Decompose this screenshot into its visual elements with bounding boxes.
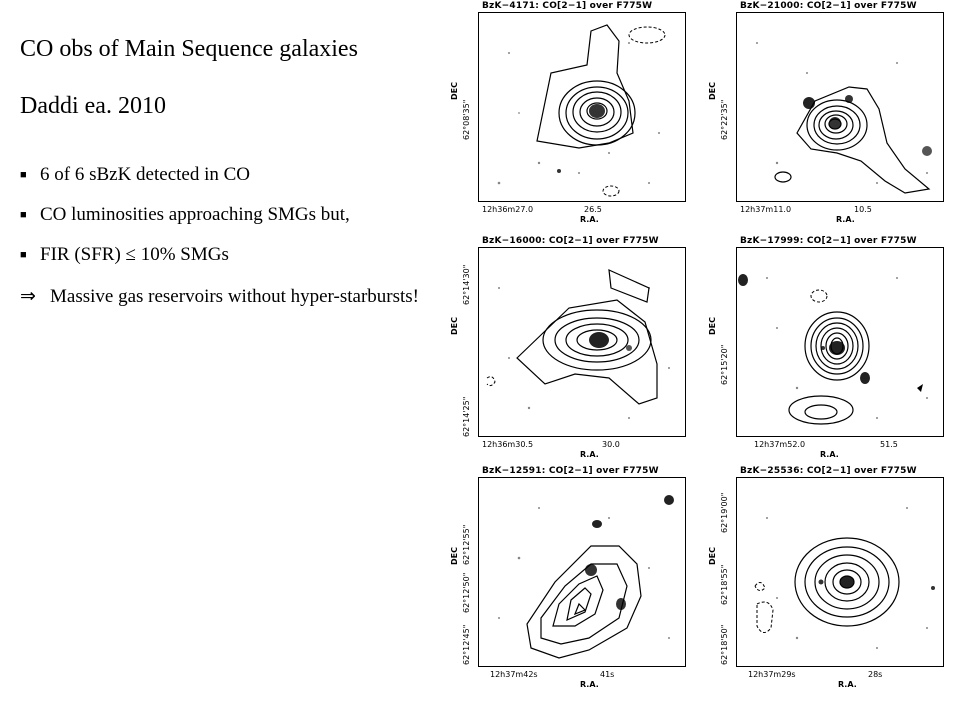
- ra-axis-label: R.A.: [580, 680, 599, 689]
- dec-tick-label: 62°12'45": [462, 624, 471, 665]
- bullet-marker-icon: ■: [20, 169, 27, 181]
- ra-tick-label: 12h37m11.0: [740, 205, 792, 214]
- co-map-panel-bzk-4171: BzK−4171: CO[2−1] over F775W DEC 62°08'3…: [450, 0, 690, 228]
- ra-axis-label: R.A.: [838, 680, 857, 689]
- dec-tick-label: 62°12'55": [462, 524, 471, 565]
- dec-tick-label: 62°14'25": [462, 396, 471, 437]
- bullet-item: ■ 6 of 6 sBzK detected in CO: [20, 164, 430, 186]
- ra-tick-label: 12h36m27.0: [482, 205, 534, 214]
- conclusion: ⇒ Massive gas reservoirs without hyper-st…: [20, 286, 430, 308]
- co-contour-map: [736, 477, 944, 667]
- co-contour-map: [478, 247, 686, 437]
- panel-title: BzK−4171: CO[2−1] over F775W: [482, 1, 653, 11]
- dec-tick-label: 62°15'20": [720, 344, 729, 385]
- ra-tick-label: 12h37m29s: [748, 670, 796, 679]
- bullet-text: 6 of 6 sBzK detected in CO: [40, 164, 251, 185]
- dec-tick-label: 62°18'50": [720, 624, 729, 665]
- dec-axis-label: DEC: [450, 547, 459, 565]
- co-map-panel-bzk-16000: BzK−16000: CO[2−1] over F775W DEC 62°14'…: [450, 235, 690, 463]
- bullet-list: ■ 6 of 6 sBzK detected in CO ■ CO luminosi…: [20, 164, 430, 308]
- slide-title: CO obs of Main Sequence galaxies: [20, 36, 358, 62]
- ra-tick-label: 12h37m42s: [490, 670, 538, 679]
- panel-title: BzK−12591: CO[2−1] over F775W: [482, 466, 659, 476]
- ra-tick-label: 30.0: [602, 440, 620, 449]
- bullet-text: CO luminosities approaching SMGs but,: [40, 204, 350, 225]
- ra-tick-label: 26.5: [584, 205, 602, 214]
- panel-title: BzK−16000: CO[2−1] over F775W: [482, 236, 659, 246]
- dec-axis-label: DEC: [708, 547, 717, 565]
- ra-tick-label: 12h37m52.0: [754, 440, 806, 449]
- co-contour-map: [478, 12, 686, 202]
- dec-tick-label: 62°14'30": [462, 264, 471, 305]
- dec-axis-label: DEC: [708, 317, 717, 335]
- bullet-item: ■ FIR (SFR) ≤ 10% SMGs: [20, 244, 430, 266]
- ra-tick-label: 51.5: [880, 440, 898, 449]
- implies-arrow-icon: ⇒: [20, 286, 36, 307]
- co-contour-map: [736, 247, 944, 437]
- bullet-marker-icon: ■: [20, 249, 27, 261]
- ra-tick-label: 41s: [600, 670, 615, 679]
- ra-axis-label: R.A.: [836, 215, 855, 224]
- co-map-panel-bzk-17999: BzK−17999: CO[2−1] over F775W DEC 62°15'…: [708, 235, 948, 463]
- dec-tick-label: 62°08'35": [462, 99, 471, 140]
- ra-axis-label: R.A.: [820, 450, 839, 459]
- panel-title: BzK−17999: CO[2−1] over F775W: [740, 236, 917, 246]
- slide-subtitle: Daddi ea. 2010: [20, 93, 166, 119]
- panel-title: BzK−25536: CO[2−1] over F775W: [740, 466, 917, 476]
- dec-tick-label: 62°12'50": [462, 572, 471, 613]
- co-contour-map: [478, 477, 686, 667]
- ra-tick-label: 12h36m30.5: [482, 440, 534, 449]
- bullet-item: ■ CO luminosities approaching SMGs but,: [20, 204, 430, 226]
- dec-axis-label: DEC: [450, 317, 459, 335]
- dec-tick-label: 62°22'35": [720, 99, 729, 140]
- dec-axis-label: DEC: [450, 82, 459, 100]
- bullet-marker-icon: ■: [20, 209, 27, 221]
- ra-tick-label: 28s: [868, 670, 883, 679]
- dec-tick-label: 62°18'55": [720, 564, 729, 605]
- bullet-text: FIR (SFR) ≤ 10% SMGs: [40, 244, 229, 265]
- dec-axis-label: DEC: [708, 82, 717, 100]
- ra-axis-label: R.A.: [580, 450, 599, 459]
- co-map-panel-bzk-25536: BzK−25536: CO[2−1] over F775W DEC 62°19'…: [708, 465, 948, 693]
- ra-axis-label: R.A.: [580, 215, 599, 224]
- co-map-panel-bzk-21000: BzK−21000: CO[2−1] over F775W DEC 62°22'…: [708, 0, 948, 228]
- panel-title: BzK−21000: CO[2−1] over F775W: [740, 1, 917, 11]
- co-contour-map: [736, 12, 944, 202]
- co-map-panel-bzk-12591: BzK−12591: CO[2−1] over F775W DEC 62°12'…: [450, 465, 690, 693]
- dec-tick-label: 62°19'00": [720, 492, 729, 533]
- ra-tick-label: 10.5: [854, 205, 872, 214]
- conclusion-text: Massive gas reservoirs without hyper-sta…: [50, 286, 419, 307]
